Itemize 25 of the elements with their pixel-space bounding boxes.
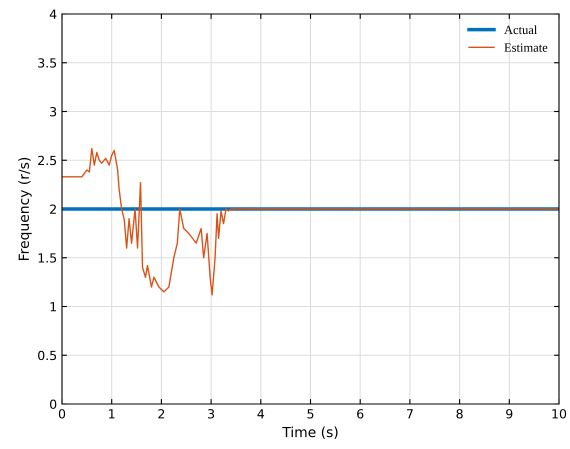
x-tick-label: 3: [208, 409, 214, 419]
y-tick-label: 1.5: [38, 253, 56, 263]
x-tick-label: 8: [456, 409, 463, 419]
x-tick-label: 6: [357, 409, 364, 419]
y-tick-label: 2.5: [38, 156, 56, 166]
y-tick-label: 0.5: [38, 350, 56, 360]
y-tick-label: 3.5: [38, 58, 56, 68]
y-tick-label: 0: [50, 399, 56, 409]
x-tick-label: 2: [158, 409, 164, 418]
line-series: [62, 148, 559, 296]
y-tick-label: 2: [50, 204, 56, 214]
y-tick-label: 1: [50, 302, 56, 312]
y-tick-label: 4: [50, 10, 56, 19]
x-axis-title: Time (s): [282, 426, 338, 439]
x-tick-label: 9: [506, 409, 512, 419]
legend-label: Actual: [504, 25, 538, 34]
y-axis-title: Frequency (r/s): [18, 158, 32, 260]
x-tick-label: 4: [257, 409, 264, 418]
x-tick-label: 5: [307, 409, 314, 419]
y-tick-label: 3: [50, 106, 56, 116]
x-tick-label: 7: [406, 409, 413, 418]
x-tick-label: 1: [109, 409, 115, 418]
x-tick-label: 10: [552, 409, 566, 419]
x-tick-label: 0: [58, 409, 66, 419]
legend-label: Estimate: [504, 43, 548, 52]
